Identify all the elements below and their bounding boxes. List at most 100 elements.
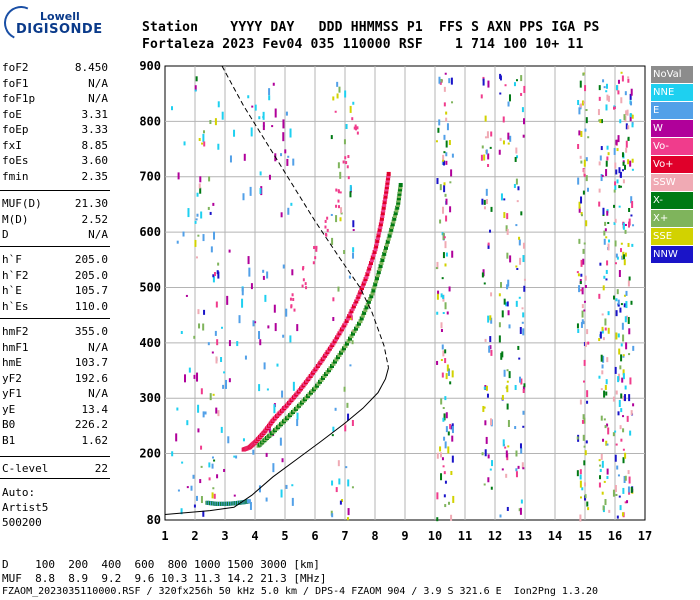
- interference-echo: [442, 407, 445, 410]
- interference-echo: [620, 408, 623, 413]
- o-trace-echo: [384, 187, 389, 192]
- interference-echo: [605, 391, 608, 396]
- interference-echo: [598, 119, 601, 122]
- interference-echo: [583, 242, 586, 245]
- x-trace-echo: [393, 211, 398, 216]
- interference-echo: [580, 160, 583, 164]
- interference-echo: [485, 199, 488, 205]
- interference-echo: [486, 393, 489, 398]
- interference-echo: [606, 210, 609, 216]
- interference-echo: [437, 290, 440, 295]
- interference-echo: [606, 156, 609, 161]
- o-trace-echo: [343, 321, 348, 326]
- interference-echo: [623, 254, 626, 260]
- noise-echo: [236, 341, 239, 347]
- interference-echo: [445, 198, 448, 205]
- interference-echo: [332, 426, 335, 432]
- o-trace-echo: [383, 194, 388, 199]
- noise-echo: [296, 412, 299, 420]
- interference-echo: [200, 465, 203, 468]
- interference-echo: [630, 88, 633, 96]
- interference-echo: [615, 253, 618, 258]
- x-tick-label: 10: [428, 529, 442, 543]
- interference-echo: [630, 214, 633, 217]
- y-tick-label: 800: [139, 114, 161, 128]
- interference-echo: [624, 164, 627, 170]
- param-row-hme: hmE 103.7: [2, 355, 108, 371]
- interference-echo: [630, 101, 633, 106]
- interference-echo: [439, 452, 442, 458]
- noise-echo: [281, 390, 284, 398]
- x-trace-echo: [357, 321, 361, 326]
- interference-echo: [522, 134, 525, 138]
- interference-echo: [605, 169, 608, 177]
- interference-echo: [488, 345, 491, 353]
- interference-echo: [503, 298, 506, 305]
- interference-echo: [614, 366, 617, 374]
- interference-echo: [498, 335, 501, 343]
- noise-echo: [285, 111, 288, 116]
- noise-echo: [254, 104, 257, 111]
- interference-echo: [581, 100, 584, 106]
- interference-echo: [620, 185, 623, 188]
- interference-echo: [208, 477, 211, 481]
- interference-echo: [605, 83, 608, 89]
- interference-echo: [347, 508, 350, 516]
- interference-echo: [480, 154, 483, 161]
- interference-echo: [630, 196, 633, 204]
- interference-echo: [439, 81, 442, 85]
- noise-echo: [285, 308, 288, 317]
- interference-echo: [602, 505, 605, 511]
- x-tick-label: 3: [221, 529, 228, 543]
- x-tick-label: 16: [608, 529, 622, 543]
- spread-echo: [302, 265, 305, 269]
- noise-echo: [271, 125, 274, 128]
- interference-echo: [620, 71, 623, 74]
- interference-echo: [612, 432, 615, 437]
- o-trace-echo: [384, 185, 389, 190]
- x-trace-echo: [371, 288, 376, 293]
- interference-echo: [487, 80, 490, 88]
- noise-echo: [290, 202, 293, 206]
- param-name: foF1p: [2, 92, 36, 105]
- o-trace-echo: [345, 316, 350, 321]
- o-trace-echo: [373, 247, 378, 252]
- interference-echo: [351, 486, 354, 489]
- interference-echo: [604, 425, 607, 429]
- interference-echo: [622, 355, 625, 358]
- interference-echo: [440, 293, 443, 298]
- interference-echo: [487, 163, 490, 167]
- x-trace-echo: [345, 341, 349, 346]
- noise-echo: [195, 495, 198, 501]
- noise-echo: [287, 155, 290, 158]
- interference-echo: [631, 158, 634, 163]
- x-trace-echo: [346, 339, 351, 344]
- interference-echo: [519, 443, 522, 449]
- o-trace-echo: [374, 241, 379, 246]
- interference-echo: [603, 275, 606, 279]
- interference-echo: [447, 446, 450, 454]
- x-tick-label: 4: [251, 529, 258, 543]
- interference-echo: [630, 300, 633, 305]
- x-trace-echo: [388, 230, 393, 235]
- x-trace-echo: [398, 182, 403, 187]
- interference-echo: [443, 160, 446, 166]
- spread-echo: [326, 216, 329, 220]
- interference-echo: [580, 214, 583, 217]
- x-trace-echo: [363, 308, 368, 313]
- interference-echo: [442, 295, 445, 300]
- interference-echo: [619, 171, 622, 178]
- interference-echo: [505, 473, 508, 478]
- interference-echo: [508, 371, 511, 379]
- interference-echo: [603, 86, 606, 89]
- o-trace-echo: [384, 189, 389, 194]
- interference-echo: [617, 376, 620, 383]
- noise-echo: [252, 449, 255, 455]
- interference-echo: [617, 135, 620, 143]
- x-trace-echo: [342, 346, 346, 351]
- interference-echo: [619, 425, 622, 430]
- interference-echo: [631, 201, 634, 209]
- x-trace-echo: [336, 355, 340, 360]
- x-trace-echo: [334, 357, 339, 362]
- interference-echo: [442, 159, 445, 162]
